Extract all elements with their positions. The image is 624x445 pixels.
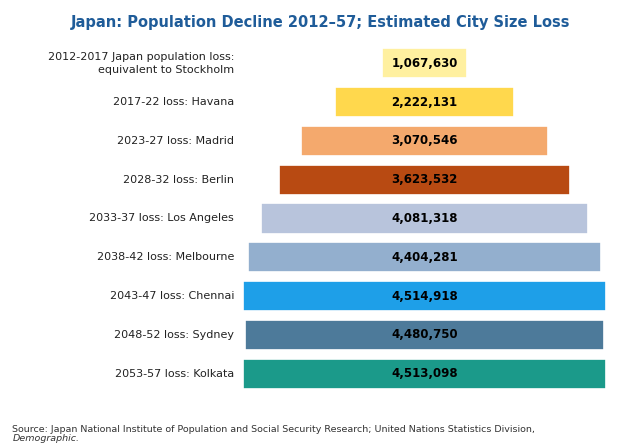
Text: 2023-27 loss: Madrid: 2023-27 loss: Madrid <box>117 136 234 146</box>
Text: 2017-22 loss: Havana: 2017-22 loss: Havana <box>113 97 234 107</box>
Title: Japan: Population Decline 2012–57; Estimated City Size Loss: Japan: Population Decline 2012–57; Estim… <box>71 15 570 30</box>
Text: 2048-52 loss: Sydney: 2048-52 loss: Sydney <box>114 330 234 340</box>
FancyBboxPatch shape <box>245 320 604 350</box>
FancyBboxPatch shape <box>261 203 588 234</box>
Text: Demographic.: Demographic. <box>12 434 79 443</box>
Text: 2033-37 loss: Los Angeles: 2033-37 loss: Los Angeles <box>89 214 234 223</box>
Text: 2038-42 loss: Melbourne: 2038-42 loss: Melbourne <box>97 252 234 262</box>
Text: 4,081,318: 4,081,318 <box>391 212 457 225</box>
Text: 3,070,546: 3,070,546 <box>391 134 457 147</box>
FancyBboxPatch shape <box>243 281 605 311</box>
FancyBboxPatch shape <box>381 48 467 78</box>
Text: 2012-2017 Japan population loss:
equivalent to Stockholm: 2012-2017 Japan population loss: equival… <box>47 52 234 74</box>
FancyBboxPatch shape <box>248 242 601 272</box>
FancyBboxPatch shape <box>301 126 548 156</box>
Text: Source: Japan National Institute of Population and Social Security Research; Uni: Source: Japan National Institute of Popu… <box>12 425 535 434</box>
Text: 2053-57 loss: Kolkata: 2053-57 loss: Kolkata <box>115 368 234 379</box>
Text: 4,404,281: 4,404,281 <box>391 251 458 264</box>
Text: 2,222,131: 2,222,131 <box>391 96 457 109</box>
FancyBboxPatch shape <box>279 165 570 195</box>
Text: 2043-47 loss: Chennai: 2043-47 loss: Chennai <box>110 291 234 301</box>
FancyBboxPatch shape <box>335 87 514 117</box>
Text: 4,513,098: 4,513,098 <box>391 367 458 380</box>
FancyBboxPatch shape <box>243 359 605 389</box>
Text: 2028-32 loss: Berlin: 2028-32 loss: Berlin <box>123 175 234 185</box>
Text: 4,514,918: 4,514,918 <box>391 290 458 303</box>
Text: 1,067,630: 1,067,630 <box>391 57 457 70</box>
Text: 3,623,532: 3,623,532 <box>391 173 457 186</box>
Text: 4,480,750: 4,480,750 <box>391 328 458 341</box>
